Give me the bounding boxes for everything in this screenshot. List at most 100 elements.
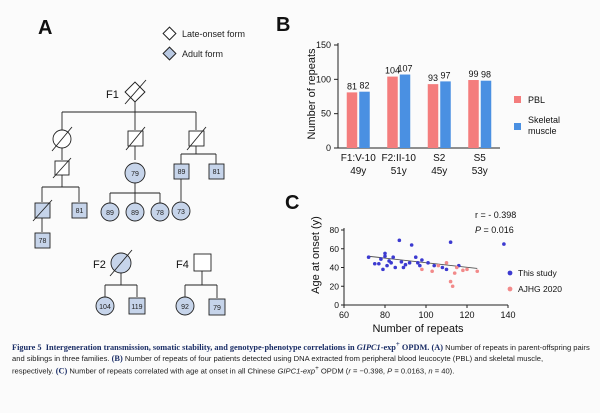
b-ytick-label: 50 (321, 109, 331, 119)
b-category-age: 51y (391, 166, 407, 177)
bar-skeletal (440, 81, 451, 148)
b-ytick-label: 150 (316, 40, 331, 50)
bar-value-label: 93 (428, 73, 438, 83)
c-xtick-label: 120 (459, 310, 474, 320)
point-this-study (420, 258, 424, 262)
f1-gen4-mid-female-1 (100, 202, 120, 222)
this-study-legend-text: This study (518, 268, 557, 278)
c-xtick-label: 100 (418, 310, 433, 320)
point-this-study (403, 262, 408, 267)
point-this-study (432, 263, 437, 268)
point-ajhg (420, 267, 424, 272)
late-onset-legend-text: Late-onset form (182, 29, 245, 39)
b-ytick-label: 0 (326, 143, 331, 153)
family-f2-label: F2 (93, 259, 106, 271)
c-ytick-label: 40 (330, 263, 340, 273)
panel-c-label: C (285, 192, 299, 214)
panel-c-scatter: C Age at onset (y) Number of repeats 0 20… (285, 192, 562, 335)
bar-skeletal (480, 80, 492, 148)
bar-value-label: 104 (385, 66, 400, 76)
bar-skeletal (399, 74, 411, 148)
panel-b-ylabel: Number of repeats (306, 48, 318, 140)
this-study-legend-dot (507, 270, 513, 276)
panel-b-bar-chart: B Number of repeats 0 50 100 150 81 82 104107… (276, 14, 560, 177)
r-annotation: r = - 0.398 (475, 210, 516, 220)
f1-gen4-mid-female-3 (150, 202, 170, 222)
bar-value-label: 99 (468, 69, 478, 79)
point-this-study (448, 240, 453, 244)
f1-count-81a: 81 (213, 169, 221, 176)
f1-count-78b: 78 (39, 238, 47, 245)
b-category-label: F2:II-10 (382, 153, 417, 164)
c-xtick-label: 60 (339, 310, 349, 320)
f1-count-78a: 78 (156, 210, 164, 217)
panel-c-ylabel: Age at onset (y) (310, 216, 322, 294)
point-this-study (413, 255, 418, 259)
panel-c-points (366, 238, 506, 289)
c-xtick-label: 80 (380, 310, 390, 320)
point-ajhg (465, 267, 469, 272)
point-this-study (399, 260, 404, 264)
adult-legend-text: Adult form (182, 49, 223, 59)
regression-line (368, 255, 478, 269)
f4-count-92: 92 (181, 304, 189, 311)
muscle-legend-text: muscle (528, 126, 557, 136)
f1-count-89c: 89 (131, 210, 139, 217)
f1-gen3-right-male-a (173, 163, 190, 180)
family-f4-label: F4 (176, 259, 189, 271)
panel-c-xlabel: Number of repeats (372, 323, 464, 335)
f1-gen4-right-male (71, 202, 88, 219)
bar-value-label: 81 (347, 81, 357, 91)
point-this-study (381, 267, 385, 272)
f1-gen3-right-male-b (208, 163, 225, 180)
bar-value-label: 98 (481, 70, 491, 80)
f1-gen5-male (34, 232, 51, 249)
panel-b-label: B (276, 14, 290, 36)
panel-c-regression (368, 255, 478, 269)
panel-c-axes: 0 20 40 60 80 60 80 100 120 140 (330, 225, 516, 320)
point-this-study (383, 251, 387, 256)
point-this-study (401, 265, 406, 270)
point-ajhg (475, 269, 480, 274)
b-category-age: 53y (472, 166, 488, 177)
c-ytick-label: 0 (334, 300, 339, 310)
f2-count-119: 119 (131, 304, 142, 311)
point-this-study (391, 255, 396, 259)
point-this-study (407, 261, 412, 265)
f1-count-81b: 81 (76, 208, 84, 215)
point-this-study (366, 255, 371, 259)
f1-gen4-right-female (171, 201, 191, 221)
skeletal-legend-swatch (514, 123, 521, 130)
f1-founder-deceased-mark (124, 79, 147, 105)
skeletal-legend-text: Skeletal (528, 115, 560, 125)
b-category-label: S2 (433, 153, 446, 164)
c-ytick-label: 60 (330, 244, 340, 254)
ajhg-legend-dot (507, 286, 513, 292)
point-this-study (418, 263, 422, 268)
point-ajhg (461, 268, 465, 273)
point-this-study (379, 257, 383, 261)
bar-pbl (346, 92, 358, 148)
f4-count-79: 79 (213, 305, 221, 312)
f4-child-male (208, 298, 226, 316)
point-this-study (440, 265, 445, 270)
point-this-study (385, 263, 389, 268)
point-this-study (409, 243, 414, 247)
late-onset-legend-icon (162, 26, 177, 41)
b-category-age: 49y (350, 166, 366, 177)
b-ytick-label: 100 (316, 74, 331, 84)
bar-pbl (387, 76, 398, 148)
point-this-study (426, 261, 430, 265)
point-ajhg (450, 284, 455, 289)
point-this-study (502, 242, 506, 246)
point-this-study (416, 261, 420, 265)
b-category-label: S5 (474, 153, 487, 164)
bar-value-label: 107 (397, 64, 412, 74)
point-this-study (389, 261, 393, 265)
panel-b-xticks: F1:V-10 49y F2:II-10 51y S2 45y S5 53y (341, 153, 488, 177)
p-annotation: P = 0.016 (475, 225, 514, 235)
b-category-label: F1:V-10 (341, 153, 376, 164)
f1-count-89a: 89 (178, 169, 186, 176)
pbl-legend-swatch (514, 96, 521, 103)
